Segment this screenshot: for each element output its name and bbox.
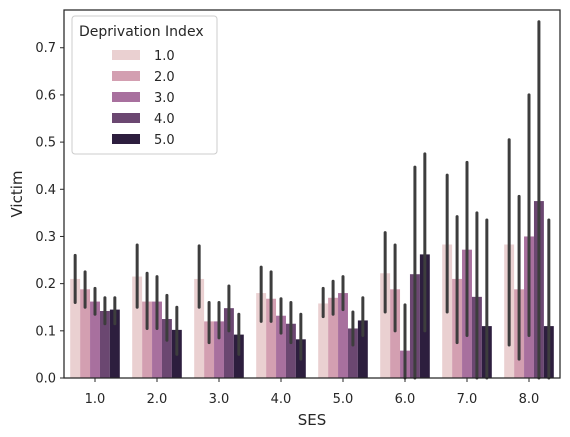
bar-ses-2.0-deprivation-4.0	[161, 319, 172, 378]
x-tick-label: 7.0	[457, 392, 478, 407]
x-tick-label: 3.0	[209, 392, 230, 407]
x-tick-label: 6.0	[395, 392, 416, 407]
x-tick-label: 1.0	[85, 392, 106, 407]
bar-ses-1.0-deprivation-2.0	[80, 289, 91, 378]
x-axis-ticks: 1.0 2.0 3.0 4.0 5.0 6.0 7.0 8.0	[85, 378, 540, 407]
error-bars-layer	[73, 20, 551, 380]
y-tick-label: 0.1	[35, 324, 56, 339]
y-axis-ticks: 0.0 0.1 0.2 0.3 0.4 0.5 0.6 0.7	[35, 41, 64, 387]
bar-ses-2.0-deprivation-3.0	[152, 301, 162, 378]
bar-ses-5.0-deprivation-4.0	[347, 328, 358, 378]
bar-ses-4.0-deprivation-1.0	[256, 293, 267, 378]
legend-label: 5.0	[154, 133, 175, 148]
bar-ses-5.0-deprivation-3.0	[338, 293, 348, 378]
bar-ses-5.0-deprivation-5.0	[357, 320, 368, 378]
bar-ses-3.0-deprivation-1.0	[194, 278, 205, 378]
legend-label: 4.0	[154, 112, 175, 127]
bar-ses-5.0-deprivation-1.0	[318, 303, 329, 378]
bars-layer	[70, 201, 554, 378]
bar-ses-1.0-deprivation-4.0	[99, 311, 110, 378]
x-axis-label: SES	[298, 411, 327, 429]
bar-ses-4.0-deprivation-2.0	[266, 298, 277, 378]
bar-ses-5.0-deprivation-2.0	[328, 297, 339, 378]
bar-ses-3.0-deprivation-3.0	[214, 321, 224, 378]
bar-ses-1.0-deprivation-1.0	[70, 278, 81, 378]
legend-swatch	[112, 50, 140, 60]
legend-label: 3.0	[154, 91, 175, 106]
x-tick-label: 2.0	[147, 392, 168, 407]
bar-ses-6.0-deprivation-1.0	[380, 273, 391, 378]
bar-ses-4.0-deprivation-4.0	[285, 323, 296, 378]
bar-ses-3.0-deprivation-4.0	[223, 308, 234, 378]
bar-ses-1.0-deprivation-3.0	[90, 301, 100, 378]
y-tick-label: 0.5	[35, 136, 56, 151]
legend-swatch	[112, 113, 140, 123]
y-tick-label: 0.2	[35, 277, 56, 292]
legend: Deprivation Index 1.0 2.0 3.0 4.0 5.0	[71, 15, 218, 155]
legend-label: 1.0	[154, 49, 175, 64]
y-tick-label: 0.6	[35, 88, 56, 103]
bar-ses-3.0-deprivation-2.0	[204, 321, 215, 378]
bar-ses-4.0-deprivation-3.0	[276, 315, 286, 378]
y-tick-label: 0.4	[35, 183, 56, 198]
y-tick-label: 0.3	[35, 230, 56, 245]
bar-ses-2.0-deprivation-2.0	[142, 301, 153, 378]
x-tick-label: 5.0	[333, 392, 354, 407]
plot-frame	[63, 9, 561, 379]
bar-ses-6.0-deprivation-2.0	[390, 289, 401, 378]
legend-swatch	[112, 134, 140, 144]
legend-items: 1.0 2.0 3.0 4.0 5.0	[112, 49, 175, 148]
legend-swatch	[112, 92, 140, 102]
y-tick-label: 0.7	[35, 41, 56, 56]
legend-box	[71, 15, 218, 155]
bar-ses-3.0-deprivation-5.0	[233, 334, 244, 378]
legend-title: Deprivation Index	[79, 24, 204, 40]
legend-label: 2.0	[154, 70, 175, 85]
x-tick-label: 4.0	[271, 392, 292, 407]
legend-swatch	[112, 71, 140, 81]
y-axis-label: Victim	[8, 170, 26, 217]
x-tick-label: 8.0	[519, 392, 540, 407]
bar-ses-2.0-deprivation-1.0	[132, 276, 143, 378]
y-tick-label: 0.0	[35, 372, 56, 387]
bar-ses-1.0-deprivation-5.0	[109, 309, 120, 378]
